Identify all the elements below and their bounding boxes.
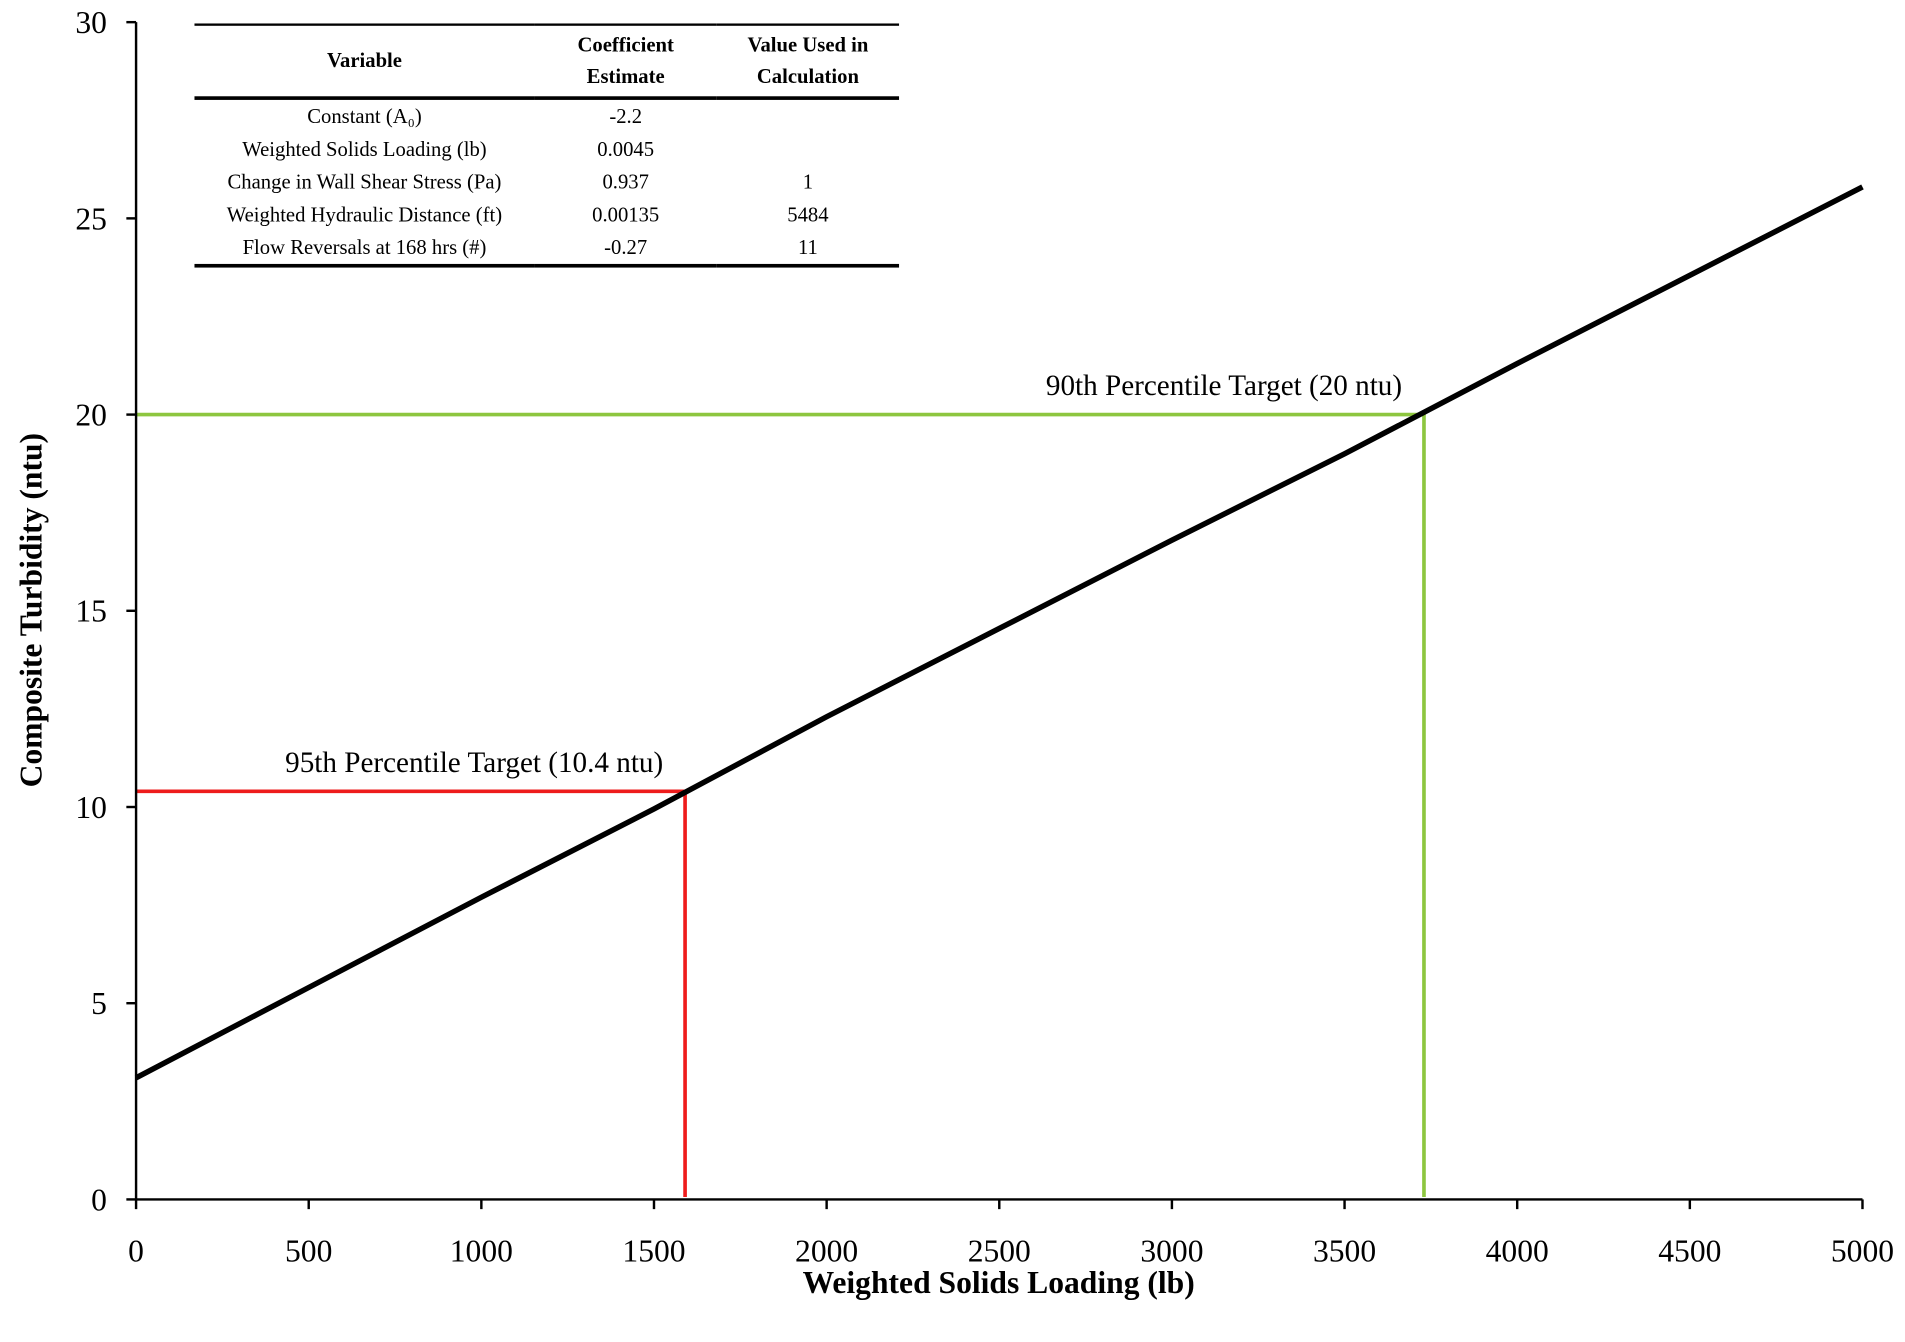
x-tick-label: 4500 (1658, 1233, 1721, 1268)
table-header: Variable Coefficient Estimate Value Used i… (194, 23, 900, 100)
table-cell: -2.2 (609, 104, 643, 128)
table-cell: Change in Wall Shear Stress (Pa) (227, 169, 502, 193)
table-cell: Weighted Hydraulic Distance (ft) (226, 202, 503, 226)
x-tick-label: 5000 (1831, 1233, 1894, 1268)
table-cell: 11 (716, 231, 900, 268)
x-tick-label: 4000 (1486, 1233, 1549, 1268)
y-tick-label: 30 (75, 5, 107, 40)
x-axis-title: Weighted Solids Loading (lb) (803, 1265, 1195, 1300)
column-header: Coefficient Estimate (534, 23, 717, 100)
table-cell: 1 (802, 169, 814, 193)
y-tick-label: 25 (75, 201, 107, 236)
table-row: Weighted Solids Loading (lb) 0.0045 (194, 133, 899, 166)
column-header: Value Used in Calculation (716, 23, 900, 100)
table-cell: -0.27 (534, 231, 717, 268)
table-cell: 0.00135 (592, 202, 660, 226)
data-line (134, 184, 1864, 1081)
coefficient-table: Variable Coefficient Estimate Value Used i… (194, 23, 900, 268)
x-tick-label: 500 (285, 1233, 332, 1268)
table-row: Flow Reversals at 168 hrs (#) -0.27 11 (194, 231, 900, 268)
annotation: 90th Percentile Target (20 ntu) (1046, 370, 1402, 402)
table-cell: Constant (A₀) (307, 104, 422, 128)
y-tick-label: 10 (75, 790, 107, 825)
x-tick-label: 3000 (1140, 1233, 1203, 1268)
x-tick-label: 3500 (1313, 1233, 1376, 1268)
annotation: 95th Percentile Target (10.4 ntu) (285, 747, 663, 779)
table-row: Weighted Hydraulic Distance (ft) 0.00135 5… (194, 198, 899, 231)
y-tick-label: 0 (91, 1182, 107, 1217)
x-tick-label: 2500 (968, 1233, 1031, 1268)
reference-line (136, 412, 1426, 1197)
y-tick-label: 15 (75, 594, 107, 629)
table-body: Constant (A₀) -2.2 Weighted Solids Loading… (194, 98, 900, 268)
table-cell (717, 133, 899, 166)
column-header: Variable (194, 23, 535, 100)
table-cell: 0.937 (602, 169, 649, 193)
table-row: Change in Wall Shear Stress (Pa) 0.937 1 (194, 166, 899, 199)
table-cell: 5484 (787, 202, 829, 226)
table-cell: 0.0045 (597, 136, 655, 161)
y-tick-label: 20 (75, 398, 107, 433)
x-tick-label: 1500 (622, 1233, 685, 1268)
x-tick-label: 1000 (450, 1233, 513, 1268)
table-cell: Flow Reversals at 168 hrs (#) (194, 231, 535, 268)
y-tick-label: 5 (91, 986, 107, 1021)
table-cell (717, 98, 899, 133)
reference-line (136, 789, 687, 1197)
x-tick-label: 0 (128, 1233, 144, 1268)
table-row: Constant (A₀) -2.2 (194, 98, 899, 133)
table-cell: Weighted Solids Loading (lb) (242, 136, 487, 161)
x-tick-label: 2000 (795, 1233, 858, 1268)
y-axis-title: Composite Turbidity (ntu) (13, 433, 48, 787)
